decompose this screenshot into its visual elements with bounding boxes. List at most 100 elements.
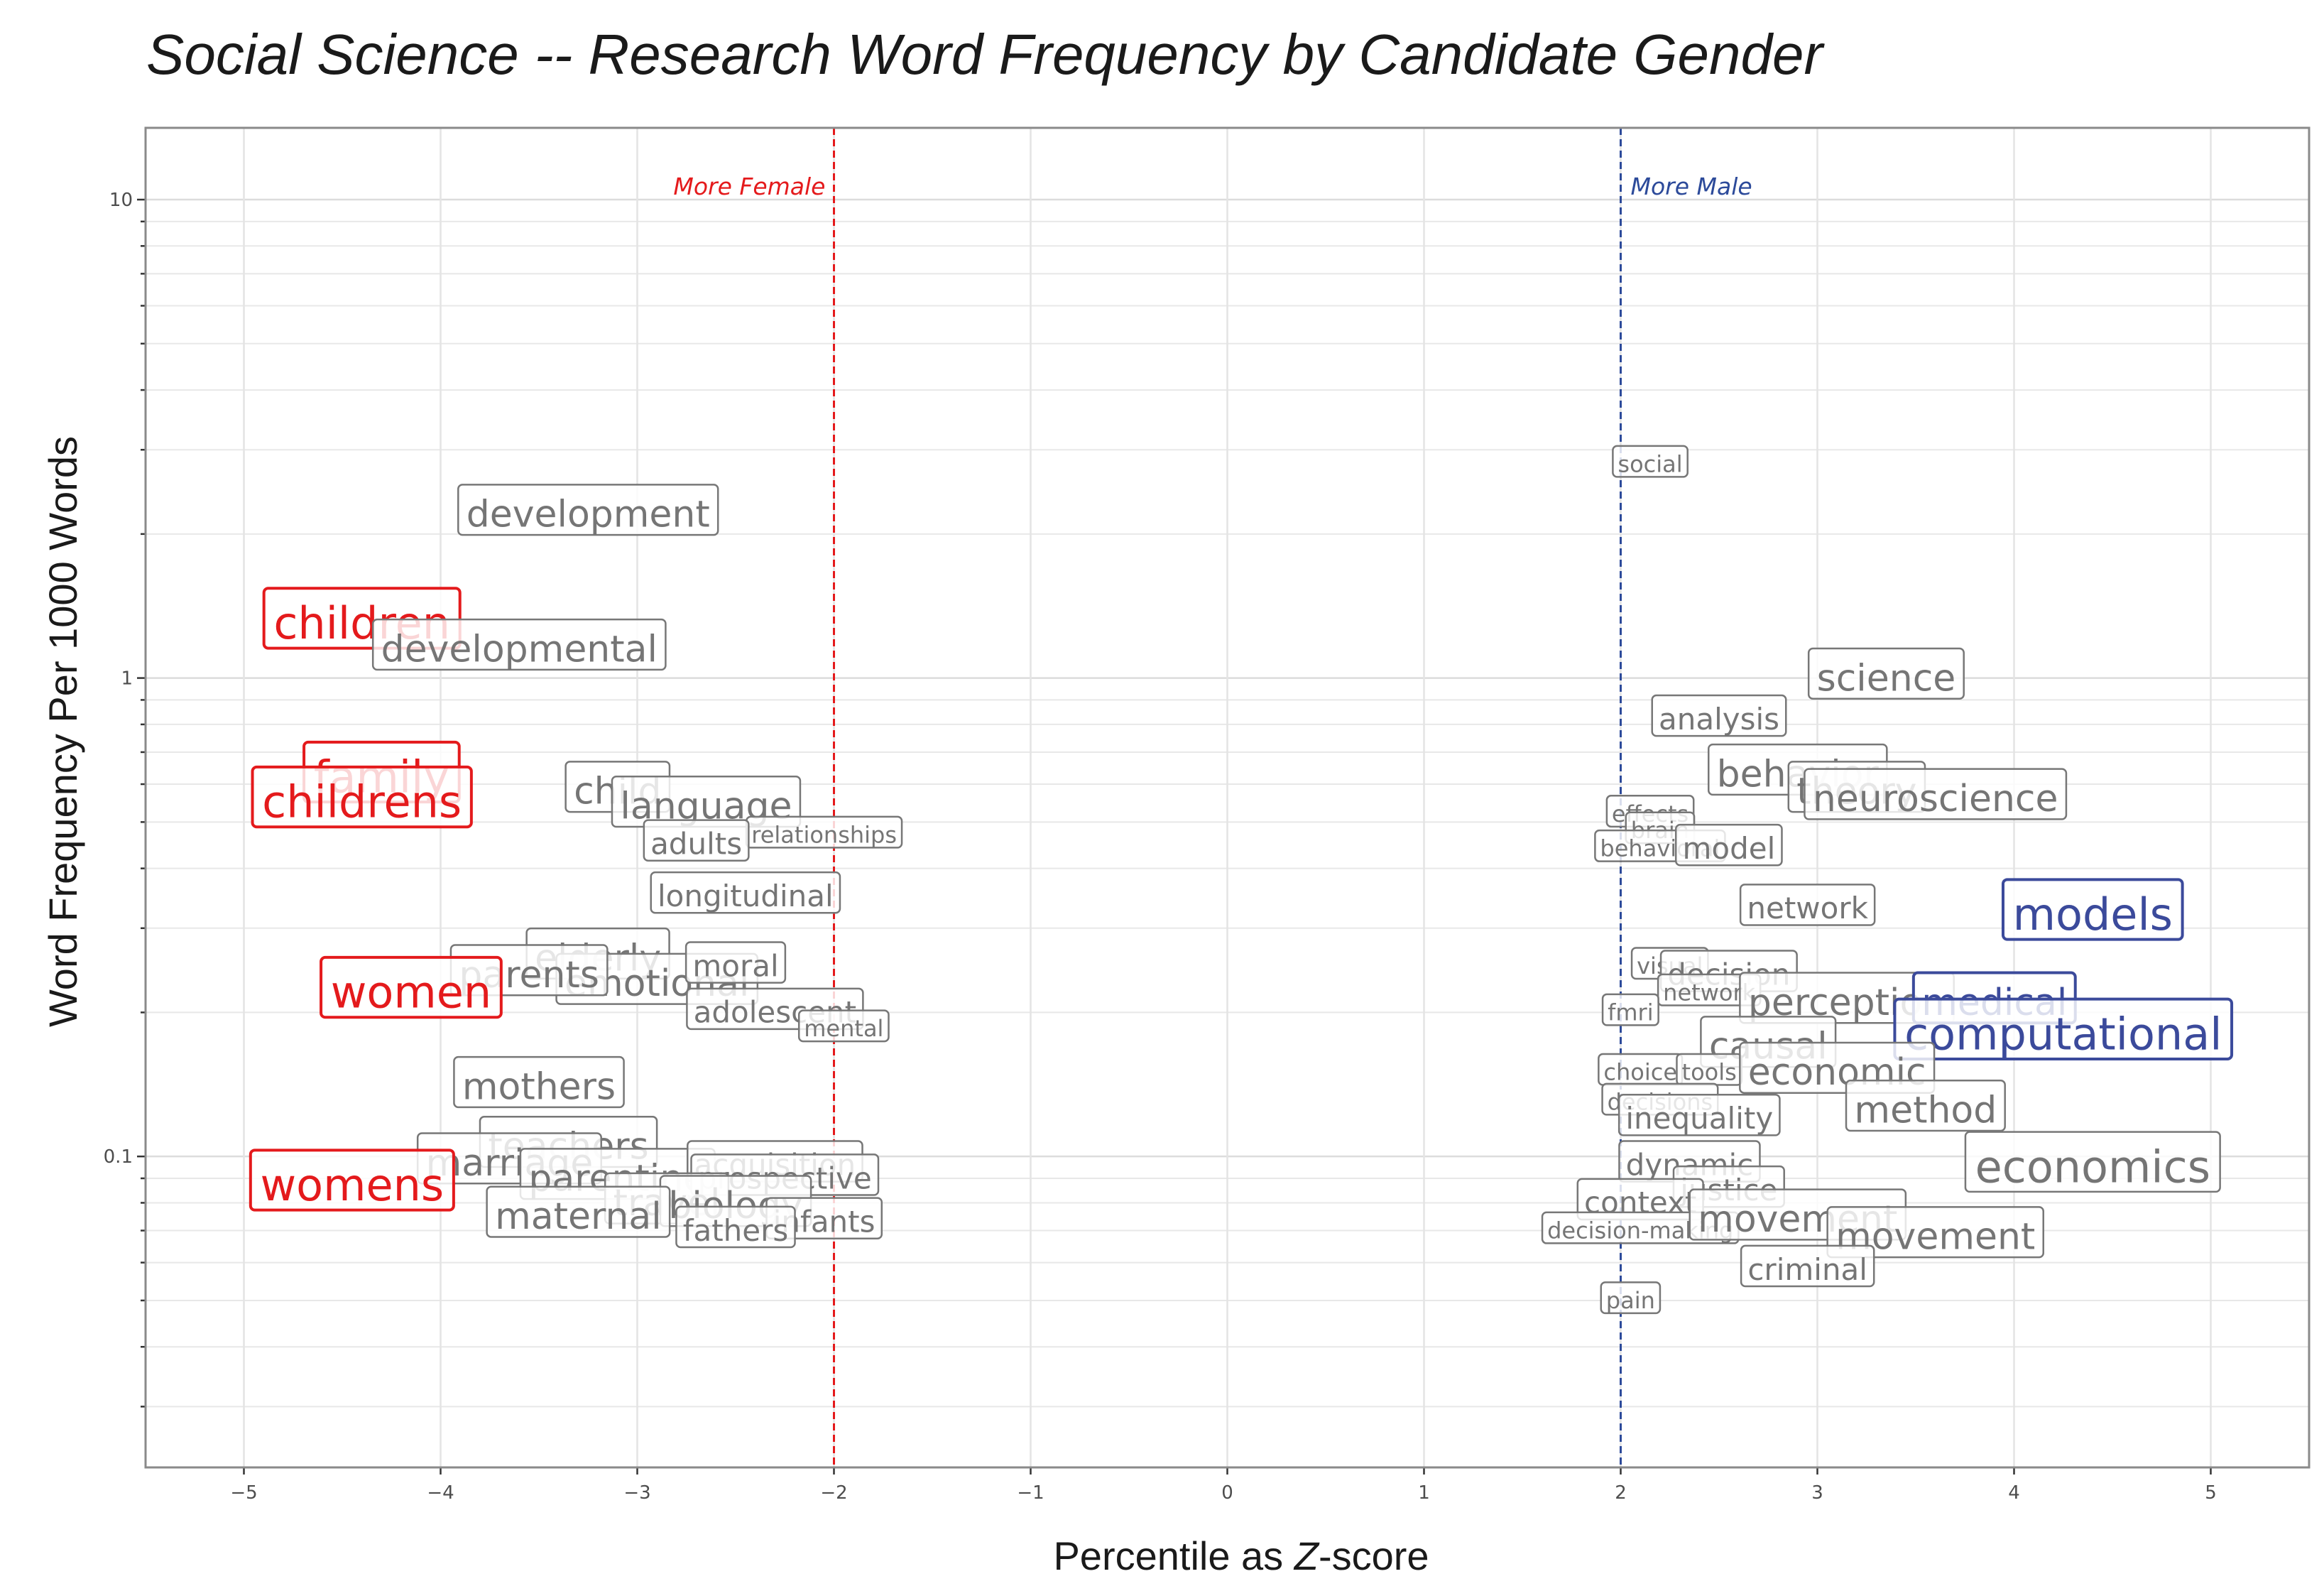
word-label-box	[1600, 1281, 1662, 1315]
x-axis-title-prefix: Percentile as	[1053, 1533, 1294, 1578]
word-label: models	[2001, 878, 2184, 941]
word-label-text: criminal	[1747, 1252, 1867, 1287]
word-label-box	[1826, 1206, 2045, 1259]
x-tick-label: 3	[1811, 1482, 1823, 1504]
word-label-box	[1740, 1244, 1875, 1288]
word-label: longitudinal	[650, 871, 841, 914]
word-label-text: mothers	[462, 1065, 616, 1108]
word-label-box	[797, 1009, 890, 1043]
word-label-text: choice	[1603, 1058, 1677, 1085]
word-label: inequality	[1617, 1093, 1781, 1136]
x-tick-label: 5	[2205, 1482, 2217, 1504]
word-label: maternal	[486, 1185, 671, 1238]
x-tick-label: −3	[623, 1482, 650, 1504]
word-label-text: womens	[260, 1159, 444, 1211]
word-label: criminal	[1740, 1244, 1875, 1288]
word-label-box	[457, 484, 719, 536]
y-axis-title: Word Frequency Per 1000 Words	[40, 436, 85, 1027]
word-label-text: relationships	[751, 821, 897, 848]
word-label-text: models	[2013, 889, 2173, 940]
word-label-text: inequality	[1625, 1101, 1773, 1136]
word-label-text: moral	[692, 948, 778, 983]
word-label-box	[1651, 694, 1787, 737]
word-label-box	[1739, 884, 1876, 926]
x-axis-title-suffix: -score	[1319, 1533, 1429, 1578]
word-label-box	[249, 1149, 455, 1212]
reference-line-label: More Male	[1631, 173, 1752, 200]
reference-line-label: More Female	[673, 173, 825, 200]
word-label-text: longitudinal	[658, 879, 834, 913]
word-label: women	[320, 955, 503, 1019]
y-tick-label: 0.1	[104, 1146, 133, 1168]
word-label-box	[371, 618, 667, 671]
word-label-box	[320, 955, 503, 1019]
word-label-box	[650, 871, 841, 914]
word-label-box	[1804, 768, 2068, 820]
word-label-box	[251, 765, 473, 829]
word-label: computational	[1893, 997, 2234, 1060]
word-label-text: analysis	[1659, 702, 1779, 737]
word-label-box	[1612, 445, 1689, 478]
word-label-text: tools	[1682, 1058, 1737, 1085]
word-label: adults	[643, 819, 750, 862]
word-label: moral	[684, 941, 787, 984]
word-label: movement	[1826, 1206, 2045, 1259]
word-label-box	[453, 1055, 625, 1109]
word-label-text: maternal	[495, 1195, 662, 1238]
x-axis-title-italic: Z	[1293, 1533, 1320, 1578]
word-label-box	[1617, 1093, 1781, 1136]
word-label-text: developmental	[381, 628, 658, 670]
word-label: pain	[1600, 1281, 1662, 1315]
word-label-box	[1845, 1080, 2006, 1132]
word-label-text: science	[1817, 657, 1956, 700]
word-label: economics	[1964, 1131, 2221, 1193]
x-tick-label: −5	[230, 1482, 257, 1504]
plot-border	[144, 126, 2311, 1469]
word-label: development	[457, 484, 719, 536]
word-label-text: fathers	[683, 1213, 789, 1248]
word-label: network	[1739, 884, 1876, 926]
word-label: tools	[1676, 1053, 1743, 1086]
word-label-box	[643, 819, 750, 862]
word-label-text: fmri	[1608, 999, 1653, 1026]
x-tick-label: −4	[427, 1482, 454, 1504]
x-tick-label: 2	[1615, 1482, 1627, 1504]
word-label: science	[1807, 647, 1965, 700]
word-label: method	[1845, 1080, 2006, 1132]
word-label-text: computational	[1904, 1008, 2222, 1060]
word-label-box	[1893, 997, 2234, 1060]
word-label-text: childrens	[262, 776, 462, 828]
word-label: analysis	[1651, 694, 1787, 737]
x-tick-label: 0	[1221, 1482, 1233, 1504]
x-tick-label: 1	[1418, 1482, 1430, 1504]
word-label: mothers	[453, 1055, 625, 1109]
word-label-text: social	[1617, 450, 1682, 477]
word-label-text: model	[1682, 831, 1775, 866]
x-tick-label: −2	[820, 1482, 847, 1504]
word-label-box	[684, 941, 787, 984]
word-label-text: method	[1854, 1090, 1997, 1132]
word-label-box	[2001, 878, 2184, 941]
word-label: childrens	[251, 765, 473, 829]
word-label: model	[1674, 823, 1783, 867]
word-label-box	[1807, 647, 1965, 700]
word-label-box	[1674, 823, 1783, 867]
x-tick-label: 4	[2008, 1482, 2020, 1504]
word-label: fmri	[1601, 993, 1659, 1026]
y-tick-label: 1	[121, 668, 133, 690]
word-label-box	[675, 1205, 796, 1249]
word-label: choice	[1598, 1053, 1684, 1086]
word-label-text: neuroscience	[1813, 778, 2058, 820]
word-label-text: development	[467, 494, 710, 536]
word-label-box	[1601, 993, 1659, 1026]
x-axis-title: Percentile as Z-score	[1053, 1533, 1429, 1578]
plot-panel: 0.1 1 10 −5 −4 −3 −2 −1 0 1 2 3 4 5 More Female More Ma…	[104, 126, 2311, 1504]
word-label: womens	[249, 1149, 455, 1212]
word-label-text: economics	[1975, 1141, 2210, 1193]
word-label-text: pain	[1606, 1287, 1655, 1314]
word-label: fathers	[675, 1205, 796, 1249]
x-tick-label: −1	[1017, 1482, 1044, 1504]
word-label-box	[1964, 1131, 2221, 1193]
word-label: neuroscience	[1804, 768, 2068, 820]
word-label: developmental	[371, 618, 667, 671]
